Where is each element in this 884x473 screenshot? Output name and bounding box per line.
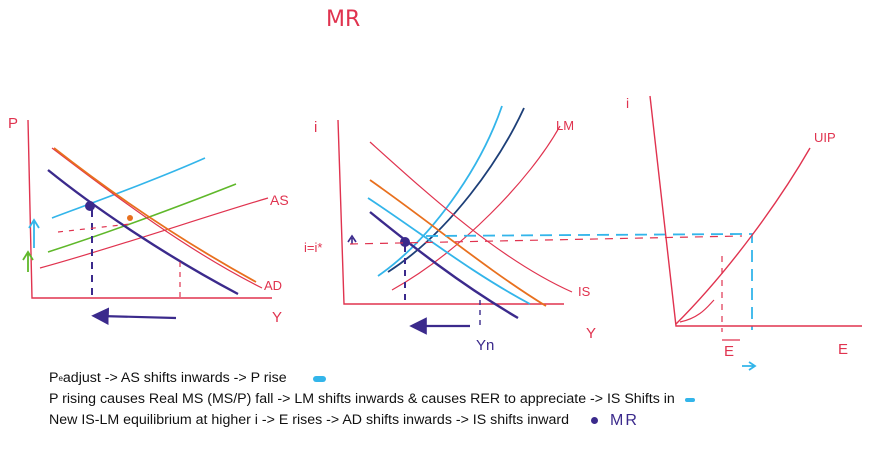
as-equilibrium-dot-orange (127, 215, 133, 221)
uip-curve (675, 147, 811, 325)
i-dashed-connector-blue (425, 233, 753, 330)
as-ad-axes (27, 119, 272, 299)
islm-y-axis-label: Y (586, 325, 596, 342)
as-p-axis-label: P (8, 115, 18, 132)
fx-i-axis-label: i (626, 95, 629, 111)
is-curve-purple (369, 211, 519, 320)
i-star-label: i=i* (304, 240, 322, 255)
as-shift-up-arrow-green (22, 250, 34, 272)
is-lm-diagram: i LM IS Y Yn i=i* (304, 105, 596, 354)
uip-axes (649, 95, 862, 327)
mr-legend-label: MR (610, 412, 639, 429)
e-bar-label: E (724, 343, 734, 360)
note-line-2: P rising causes Real MS (MS/P) fall -> L… (49, 389, 695, 410)
blue-legend-mark (684, 397, 695, 402)
is-label: IS (578, 284, 591, 299)
lm-label: LM (556, 118, 574, 133)
note-line-1-pre: P (49, 370, 59, 386)
ad-curve-red (51, 147, 263, 289)
uip-kink (679, 299, 715, 323)
purple-legend-dot (591, 417, 598, 424)
islm-i-axis-label: i (314, 119, 317, 136)
uip-label: UIP (814, 130, 836, 145)
as-shift-up-arrow-blue (28, 218, 40, 248)
note-line-3: New IS-LM equilibrium at higher i -> E r… (49, 410, 695, 431)
is-lm-axes (337, 119, 564, 305)
as-equilibrium-dot-purple (85, 201, 95, 211)
as-curve-red (39, 197, 269, 269)
lm-curve-light-blue (377, 105, 503, 277)
lm-curve-red (391, 125, 561, 291)
is-curve-red (369, 141, 573, 293)
uip-diagram: i UIP E E (626, 95, 862, 371)
is-curve-light-blue (367, 197, 531, 305)
note-line-2-text: P rising causes Real MS (MS/P) fall -> L… (49, 391, 675, 407)
as-curve-light-blue (51, 157, 206, 219)
note-line-3-text: New IS-LM equilibrium at higher i -> E r… (49, 412, 569, 428)
e-right-arrow-blue (742, 361, 757, 371)
as-label: AS (270, 192, 289, 208)
as-output-left-arrow (91, 307, 177, 326)
yn-label: Yn (476, 337, 494, 354)
is-curve-orange (369, 179, 547, 307)
ad-curve-orange (53, 147, 257, 283)
as-curve-green (47, 183, 237, 253)
as-dashed-p-red (57, 223, 131, 233)
heading-mr: MR (326, 7, 360, 32)
note-line-1-sup: e (58, 374, 63, 383)
islm-equilibrium-dot (400, 237, 410, 247)
ad-curve-purple (47, 169, 239, 296)
lm-curve-dark-blue (387, 107, 525, 273)
i-star-dashed-connector-red (349, 235, 743, 245)
note-line-1-post: adjust -> AS shifts inwards -> P rise (62, 370, 287, 386)
as-y-axis-label: Y (272, 309, 282, 326)
i-star-up-arrow (347, 234, 357, 244)
as-ad-diagram: P AS AD Y (8, 115, 289, 326)
e-axis-label: E (838, 341, 848, 358)
light-blue-legend-mark (312, 375, 326, 382)
ad-label: AD (264, 278, 282, 293)
